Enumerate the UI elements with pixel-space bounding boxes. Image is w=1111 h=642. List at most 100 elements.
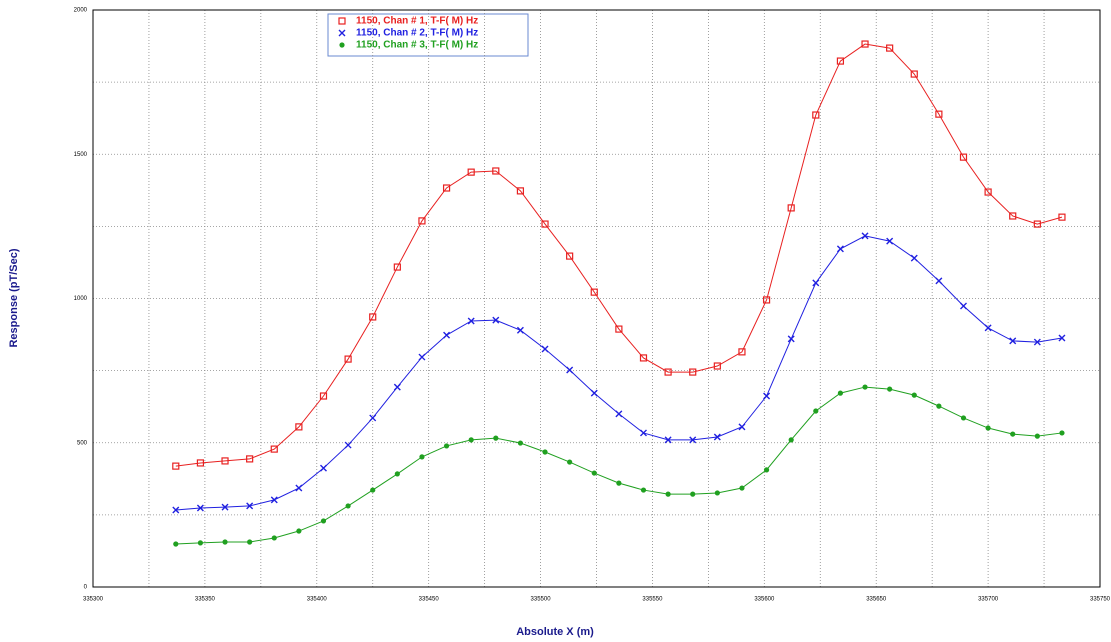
marker [271, 535, 277, 541]
marker [492, 167, 500, 175]
x-axis-title: Absolute X (m) [516, 626, 594, 638]
marker [492, 316, 500, 324]
marker [762, 296, 771, 304]
y-tick-label: 1000 [74, 296, 88, 302]
marker [418, 217, 426, 225]
marker [615, 410, 623, 418]
x-tick-label: 335300 [83, 597, 104, 603]
marker [689, 368, 697, 376]
marker [246, 502, 254, 510]
x-tick-label: 335600 [754, 597, 775, 603]
marker [369, 313, 377, 321]
x-tick-label: 335550 [642, 597, 663, 603]
marker [812, 111, 820, 119]
marker [887, 386, 893, 392]
marker [738, 423, 746, 431]
marker [320, 518, 327, 524]
marker [616, 480, 622, 486]
marker [910, 254, 918, 262]
y-tick-label: 500 [77, 440, 88, 446]
marker [221, 457, 229, 465]
marker [468, 437, 474, 443]
marker [862, 384, 868, 390]
marker [270, 445, 278, 453]
marker [566, 252, 574, 260]
marker [222, 539, 228, 545]
marker [516, 187, 525, 195]
marker [911, 392, 917, 398]
series-line [175, 43, 1063, 467]
marker [787, 335, 795, 343]
legend-text: 1150, Chan # 3, T-F( M) Hz [356, 40, 478, 51]
marker [763, 392, 771, 400]
marker [173, 541, 179, 547]
marker [689, 436, 697, 444]
marker [690, 491, 696, 497]
marker [246, 455, 254, 463]
legend-box [327, 13, 529, 57]
series-line [175, 235, 1063, 511]
marker [339, 42, 345, 48]
marker [1058, 213, 1066, 221]
marker [714, 490, 720, 496]
marker [590, 288, 598, 296]
marker [836, 57, 845, 65]
marker [787, 204, 795, 212]
marker [1059, 430, 1065, 436]
marker [1033, 338, 1041, 346]
marker [910, 70, 918, 78]
x-tick-label: 335450 [419, 597, 440, 603]
marker [861, 40, 869, 48]
plot-frame [92, 9, 1101, 588]
marker [1009, 212, 1017, 220]
marker [837, 390, 844, 396]
marker [984, 188, 992, 196]
marker [935, 277, 943, 285]
marker [738, 348, 746, 356]
marker [296, 528, 302, 534]
marker [1034, 433, 1040, 439]
marker [566, 366, 574, 374]
marker [985, 425, 991, 431]
marker [713, 433, 721, 441]
marker [591, 470, 597, 476]
marker [443, 443, 450, 449]
marker [493, 435, 499, 441]
marker [615, 325, 623, 333]
legend-text: 1150, Chan # 2, T-F( M) Hz [356, 28, 478, 39]
marker [295, 484, 303, 492]
marker [369, 414, 377, 422]
marker [319, 464, 327, 472]
x-tick-label: 335750 [1090, 597, 1111, 603]
legend-text: 1150, Chan # 1, T-F( M) Hz [356, 16, 478, 27]
marker [344, 355, 352, 363]
marker [221, 503, 229, 511]
marker [739, 485, 745, 491]
y-axis-title: Response (pT/Sec) [8, 248, 20, 347]
marker [419, 454, 425, 460]
marker [338, 29, 346, 37]
marker [1058, 334, 1066, 342]
marker [443, 331, 451, 339]
marker [541, 345, 549, 353]
marker [1009, 337, 1017, 345]
marker [517, 440, 524, 446]
series-line [175, 386, 1063, 545]
marker [763, 467, 770, 473]
marker [960, 415, 967, 421]
marker [344, 441, 352, 449]
marker [541, 220, 549, 228]
marker [984, 324, 992, 332]
marker [664, 436, 672, 444]
marker [959, 153, 968, 161]
marker [196, 459, 205, 467]
marker [370, 487, 376, 493]
marker [960, 302, 967, 310]
x-tick-label: 335350 [195, 597, 216, 603]
marker [1010, 431, 1016, 437]
marker [338, 17, 346, 25]
marker [639, 429, 647, 437]
marker [936, 403, 942, 409]
marker [172, 506, 180, 514]
